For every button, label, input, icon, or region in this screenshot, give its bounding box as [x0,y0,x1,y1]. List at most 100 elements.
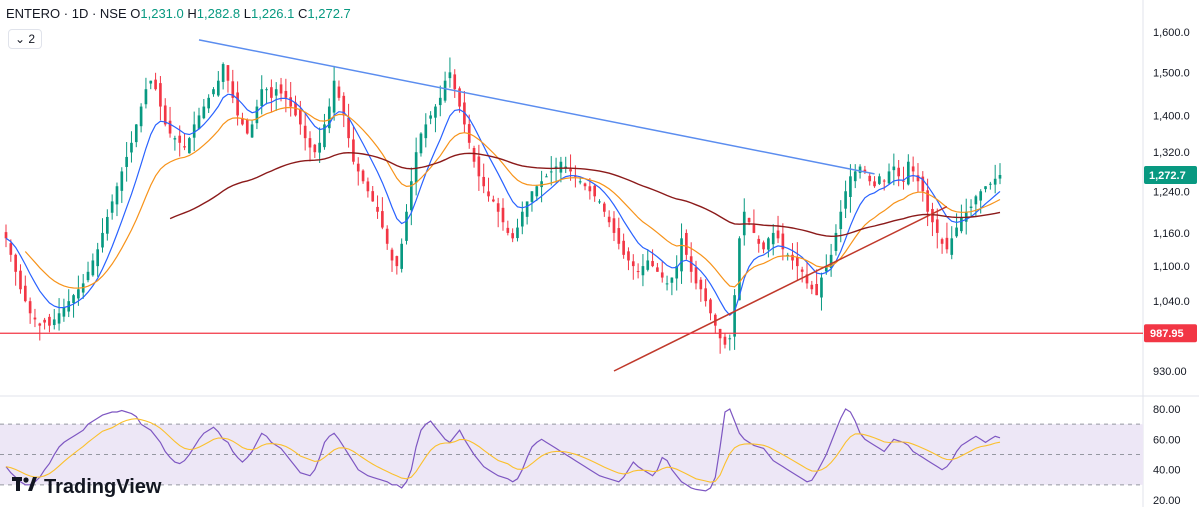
candle-body [902,180,905,182]
candle-body [796,257,799,267]
candle-body [33,317,37,320]
candle-body [709,299,712,314]
candle-body [48,316,51,326]
candle-body [916,175,920,182]
candle-body [998,174,1002,179]
symbol-legend: ENTERO · 1D · NSE O1,231.0 H1,282.8 L1,2… [6,6,351,21]
candle-body [120,171,124,191]
rsi-axis-tick: 80.00 [1153,404,1181,416]
candle-body [660,272,664,278]
candle-body [62,307,66,317]
candle-body [752,224,756,233]
candle-body [265,89,268,91]
symbol-label[interactable]: ENTERO · 1D · NSE [6,6,127,21]
candle-body [419,133,423,154]
candle-body [173,138,177,140]
price-axis-tick: 1,100.0 [1153,261,1190,273]
candle-body [43,319,46,323]
candle-body [86,271,90,281]
candle-body [202,106,206,119]
candle-body [733,295,736,337]
candle-body [767,238,770,250]
candle-body [130,142,133,153]
candle-body [226,65,230,81]
candle-body [28,301,32,314]
candle-body [250,124,254,138]
high-value: 1,282.8 [196,6,241,21]
candle-body [656,267,659,272]
candle-body [332,80,336,113]
candle-body [945,237,949,250]
candle-body [824,266,828,272]
candle-body [940,239,944,244]
candle-body [501,207,505,223]
support-trendline [613,205,948,372]
candle-body [520,211,524,227]
candle-body [897,167,900,177]
candle-body [221,64,225,82]
candle-body [405,211,408,241]
candle-body [255,106,259,124]
candle-body [974,196,978,205]
candle-body [400,243,403,269]
candle-body [511,233,514,239]
candle-body [651,261,654,267]
candle-body [829,254,833,269]
candle-body [366,181,370,192]
candle-body [212,89,215,95]
candle-body [631,261,635,267]
candle-body [738,238,741,301]
price-axis-tick: 1,320.0 [1153,147,1190,159]
candle-body [463,102,466,125]
candle-body [984,186,987,190]
candle-body [284,90,288,98]
candle-body [921,176,925,192]
candle-body [694,267,698,284]
candle-body [289,97,293,107]
candle-body [685,232,688,255]
ema-slow-line [169,151,1001,238]
candle-body [9,243,13,255]
tradingview-logo[interactable]: TradingView [12,476,161,499]
candle-body [675,266,679,279]
candle-body [993,178,997,185]
last-price-label: 1,272.7 [1149,170,1186,182]
candle-body [274,89,278,96]
candle-body [19,270,22,290]
candle-body [23,285,27,302]
candle-body [414,152,418,183]
candle-body [144,89,148,105]
candle-body [911,166,915,172]
candle-body [612,218,616,233]
candle-body [810,284,814,290]
candle-body [935,219,939,233]
candle-body [323,124,326,148]
candle-body [192,124,196,138]
candle-body [776,230,780,239]
candle-body [279,84,283,94]
candle-body [636,271,640,273]
candle-body [178,135,182,143]
candle-body [989,183,992,185]
candle-body [757,238,761,244]
candle-body [680,238,683,272]
indicator-count-button[interactable]: ⌄ 2 [8,29,43,49]
candle-body [545,176,548,178]
candle-body [356,163,360,172]
candle-body [578,181,582,183]
candle-body [882,180,886,182]
rsi-axis-tick: 20.00 [1153,495,1181,507]
low-label: L [243,6,251,21]
candle-body [588,186,592,192]
candle-body [270,87,273,98]
candle-body [540,181,543,188]
candle-body [14,254,17,272]
price-axis-tick: 1,400.0 [1153,110,1190,122]
candle-body [805,274,809,284]
level-price-badge [1144,324,1197,343]
candle-body [863,169,867,172]
candle-body [525,201,529,217]
candle-body [477,156,481,177]
candle-body [607,216,611,223]
